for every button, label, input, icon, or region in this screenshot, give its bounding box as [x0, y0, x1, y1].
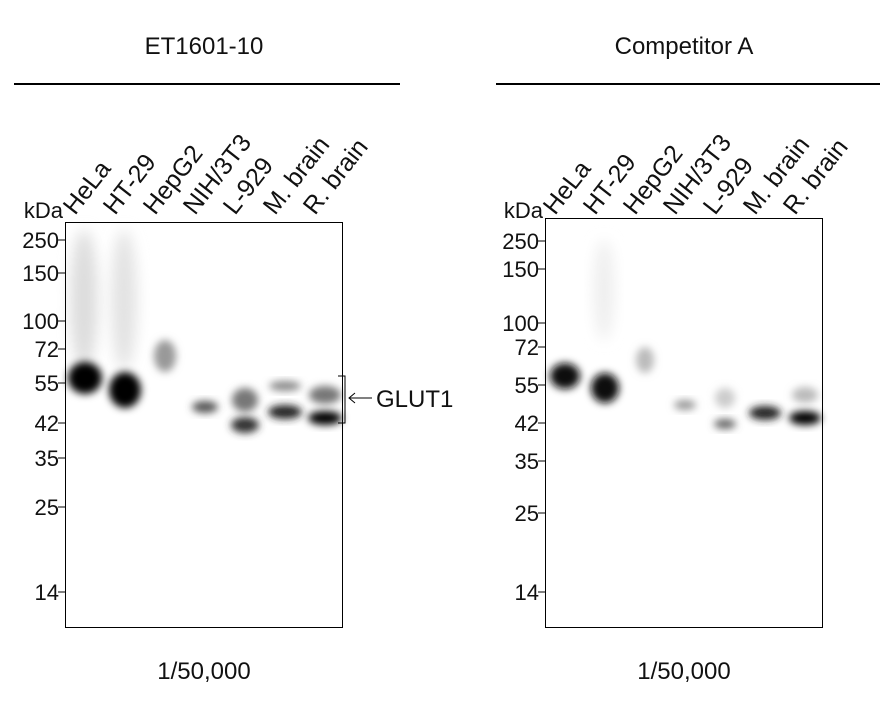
marker-label: 72: [515, 335, 539, 360]
panel-title: Competitor A: [615, 33, 754, 60]
marker-label: 100: [502, 311, 539, 336]
marker-label: 14: [35, 580, 59, 605]
marker-label: 72: [35, 337, 59, 362]
marker-label: 42: [35, 411, 59, 436]
unit-label: kDa: [504, 198, 544, 223]
marker-label: 35: [515, 449, 539, 474]
marker-label: 25: [515, 501, 539, 526]
marker-label: 150: [502, 257, 539, 282]
marker-label: 250: [502, 229, 539, 254]
marker-label: 42: [515, 411, 539, 436]
marker-label: 150: [22, 261, 59, 286]
marker-label: 100: [22, 309, 59, 334]
dilution: 1/50,000: [637, 658, 730, 685]
panel-2-bands: [545, 218, 823, 628]
marker-label: 35: [35, 446, 59, 471]
marker-label: 25: [35, 495, 59, 520]
dilution: 1/50,000: [157, 658, 250, 685]
panel-1-bands: [65, 222, 372, 628]
unit-label: kDa: [24, 198, 64, 223]
marker-label: 250: [22, 228, 59, 253]
panel-title: ET1601-10: [145, 33, 264, 60]
marker-label: 55: [35, 371, 59, 396]
band-annotation: GLUT1: [376, 386, 453, 413]
marker-label: 14: [515, 580, 539, 605]
marker-label: 55: [515, 373, 539, 398]
